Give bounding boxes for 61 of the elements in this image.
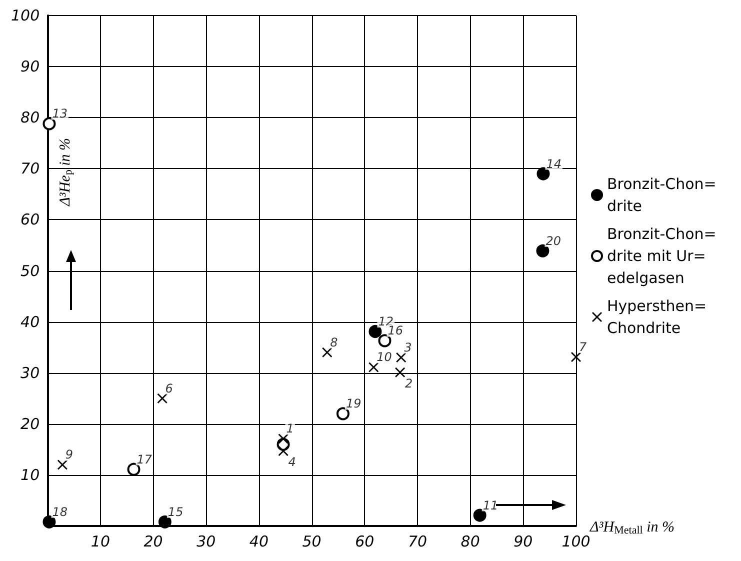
annotation: 20	[546, 234, 562, 248]
y-tick-label: 40	[20, 312, 40, 331]
annotation: 3	[404, 340, 412, 355]
annotation: 15	[168, 504, 184, 519]
x-tick-label: 30	[196, 532, 216, 550]
y-tick-label: 60	[20, 210, 40, 229]
y-axis-title: Δ³Hep in %	[58, 138, 74, 207]
y-tick-label: 70	[20, 160, 40, 178]
legend-label: Bronzit-Chon= drite	[607, 175, 722, 215]
x-tick-label: 80	[460, 532, 480, 550]
point	[278, 434, 288, 444]
point	[395, 367, 406, 378]
annotation: 14	[546, 156, 562, 171]
annotation: 18	[52, 504, 68, 519]
point	[536, 244, 550, 258]
annotation: 7	[579, 340, 587, 354]
point	[157, 393, 168, 404]
annotation: 16	[388, 324, 404, 338]
point	[278, 446, 288, 456]
x-tick-label: 50	[302, 532, 322, 550]
annotation: 8	[330, 335, 338, 350]
annotation: 17	[136, 452, 152, 466]
annotation: 19	[346, 396, 362, 411]
annotation: 1	[286, 422, 294, 436]
x-tick-label: 60	[355, 532, 374, 550]
x-tick-label: 40	[249, 532, 269, 550]
point	[42, 117, 56, 130]
annotation: 10	[376, 350, 392, 364]
point	[473, 508, 486, 522]
annotation: 9	[65, 448, 74, 462]
point	[57, 460, 68, 470]
point	[368, 325, 382, 338]
y-tick-label: 100	[10, 6, 40, 24]
legend-label: Bronzit-Chon= drite mit Ur= edelgasen	[607, 225, 722, 287]
annotation: 11	[482, 498, 498, 512]
y-tick-label: 90	[20, 58, 40, 76]
point	[368, 362, 379, 372]
x-tick-label: 100	[562, 532, 590, 550]
y-tick-label: 10	[20, 466, 40, 484]
point	[536, 167, 550, 180]
y-tick-label: 20	[20, 414, 40, 433]
point	[396, 352, 406, 363]
point	[322, 347, 332, 358]
y-tick-label: 30	[20, 364, 40, 382]
point	[336, 407, 350, 420]
point	[158, 515, 172, 528]
x-tick-label: 90	[514, 532, 533, 550]
x-tick-label: 10	[90, 532, 110, 550]
annotation: 2	[405, 376, 413, 390]
annotation: 6	[165, 381, 174, 396]
point	[127, 462, 140, 476]
point	[42, 515, 56, 528]
x-tick-label: 70	[408, 532, 428, 550]
y-tick-label: 80	[20, 108, 40, 127]
y-tick-label: 50	[20, 262, 40, 280]
annotation: 4	[288, 454, 296, 469]
annotation: 13	[52, 106, 68, 121]
x-tick-label: 20	[144, 532, 163, 550]
point	[378, 334, 392, 348]
legend-label: Hypersthen= Chondrite	[607, 297, 712, 337]
point	[571, 352, 581, 362]
